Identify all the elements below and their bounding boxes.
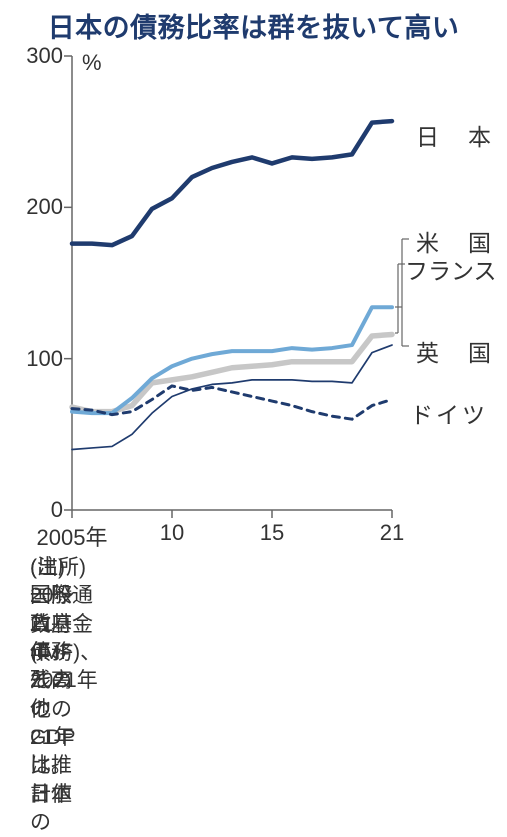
x-tick-label: 15: [222, 520, 322, 546]
x-tick-label: 2005年: [22, 520, 122, 552]
series-label-japan: 日 本: [416, 118, 494, 152]
note-line: (出所)国際通貨基金(IMF)、2021年: [30, 554, 101, 696]
series-japan: [72, 121, 392, 245]
y-tick-label: 200: [8, 194, 63, 220]
y-axis-unit: %: [82, 50, 102, 76]
y-tick-label: 300: [8, 43, 63, 69]
series-label-germany: ドイツ: [410, 396, 488, 430]
x-tick-label: 21: [342, 520, 442, 546]
series-label-uk: 英 国: [416, 334, 494, 368]
y-tick-label: 100: [8, 346, 63, 372]
x-tick-label: 10: [122, 520, 222, 546]
series-germany: [72, 386, 392, 419]
series-label-us: 米 国: [416, 224, 494, 258]
